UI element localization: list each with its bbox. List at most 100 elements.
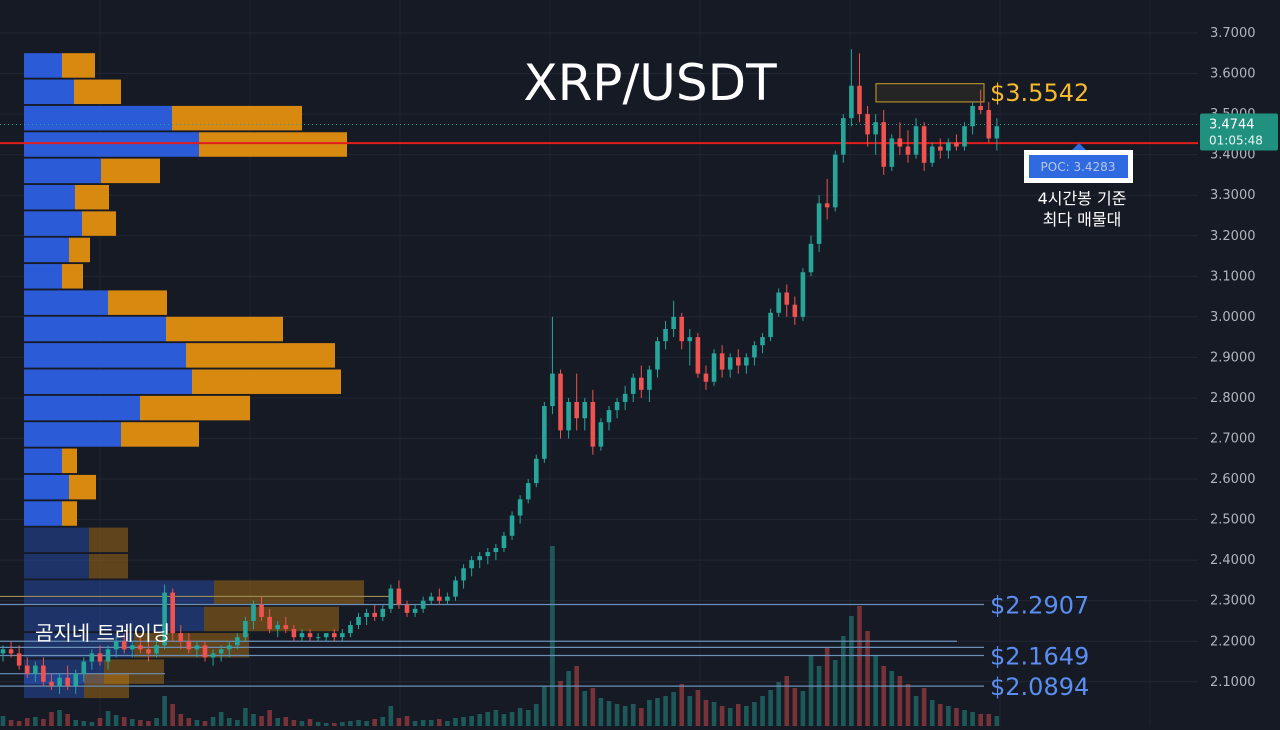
candle-body [146, 649, 151, 654]
candle-body [598, 422, 604, 447]
volume-bar [49, 712, 54, 726]
candle-body [210, 653, 216, 658]
candle-body [24, 665, 30, 674]
profile-buy-bar [24, 580, 214, 605]
resistance-zone-box [875, 83, 985, 103]
candle-body [566, 402, 571, 431]
profile-sell-bar [89, 527, 128, 553]
candle-body [348, 625, 353, 634]
volume-bar [243, 708, 248, 726]
volume-bar [226, 718, 232, 726]
profile-buy-bar [24, 553, 89, 579]
candle-body [873, 122, 878, 135]
profile-sell-bar [69, 237, 90, 263]
candle-body [800, 272, 806, 317]
candle-body [760, 337, 765, 346]
profile-sell-bar [75, 184, 109, 210]
candle-body [404, 604, 410, 613]
profile-buy-bar [24, 448, 62, 474]
candle-body [235, 637, 240, 646]
profile-buy-bar [24, 395, 140, 421]
candle-body [857, 85, 862, 115]
candle-body [380, 608, 386, 617]
volume-bar [671, 692, 676, 726]
candle-body [841, 118, 846, 155]
volume-bar [841, 636, 846, 726]
candle-body [816, 203, 822, 244]
volume-bar [590, 688, 596, 726]
candle-body [962, 126, 967, 147]
candle-body [97, 653, 103, 662]
candle-body [461, 568, 466, 581]
current-price-tag[interactable] [1200, 113, 1278, 151]
profile-sell-bar [166, 316, 283, 342]
candle-body [493, 547, 499, 553]
candle-body [65, 677, 70, 686]
price-tick-label: 3.2000 [1210, 229, 1256, 244]
candle-body [445, 596, 450, 601]
candle-body [323, 633, 329, 638]
profile-buy-bar [24, 474, 69, 500]
volume-bar [404, 716, 410, 726]
volume-bar [679, 684, 685, 726]
candle-body [259, 604, 264, 617]
candle-body [356, 616, 361, 626]
price-tick-label: 2.2000 [1210, 634, 1256, 649]
price-level-lines [0, 83, 1280, 687]
volume-bar [154, 718, 159, 726]
candle-body [849, 85, 854, 119]
candle-body [138, 645, 143, 650]
volume-bar [606, 701, 612, 726]
profile-buy-bar [24, 184, 75, 210]
candle-body [437, 596, 442, 601]
candle-body [744, 357, 749, 366]
profile-buy-bar [24, 422, 121, 447]
profile-buy-bar [24, 527, 89, 553]
candle-body [630, 377, 636, 394]
candle-body [622, 393, 628, 403]
candle-body [639, 377, 644, 390]
candle-body [154, 645, 159, 654]
volume-bar [550, 546, 555, 726]
profile-sell-bar [62, 501, 77, 526]
profile-sell-bar [121, 422, 199, 447]
candle-body [420, 600, 426, 609]
candle-body [832, 154, 838, 208]
volume-bar [0, 716, 6, 726]
volume-bar [719, 706, 725, 726]
candle-body [792, 304, 798, 317]
volume-bar [509, 712, 515, 726]
profile-buy-bar [24, 132, 199, 157]
volume-bar [121, 717, 127, 726]
volume-bar [162, 696, 167, 726]
volume-bar [291, 720, 297, 726]
candle-body [49, 681, 54, 686]
price-axis[interactable]: 3.70003.60003.50003.40003.30003.20003.10… [1198, 0, 1280, 726]
candle-body [178, 633, 184, 642]
level-label-support-1: $2.2907 [990, 591, 1089, 619]
chart-annotations: XRP/USDT 곰지네 트레이딩 $3.5542 $2.2907 $2.1649 $2.… [35, 54, 1133, 701]
price-tick-label: 3.3000 [1210, 188, 1256, 203]
candle-body [978, 105, 983, 111]
candle-body [509, 515, 515, 536]
volume-bar [639, 708, 644, 726]
volume-bars [0, 546, 1000, 726]
volume-bar [461, 717, 466, 726]
volume-bar [744, 706, 749, 726]
price-tick-label: 2.9000 [1210, 350, 1256, 365]
volume-bar [962, 710, 967, 726]
candle-body [194, 645, 200, 650]
candle-body [388, 588, 394, 609]
volume-bar [954, 708, 959, 726]
volume-bar [16, 721, 22, 726]
level-label-resistance: $3.5542 [990, 79, 1089, 107]
profile-sell-bar [62, 53, 95, 78]
candle-body [283, 625, 289, 630]
volume-bar [501, 714, 507, 726]
candle-body [251, 604, 256, 621]
profile-buy-bar [24, 211, 82, 236]
candle-body [113, 641, 119, 650]
poc-caption-line1: 4시간봉 기준 [1038, 189, 1127, 208]
candle-body [243, 620, 248, 638]
